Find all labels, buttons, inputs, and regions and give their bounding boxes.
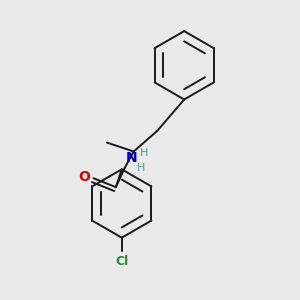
Text: H: H	[136, 164, 145, 173]
Text: O: O	[79, 170, 91, 184]
Text: H: H	[140, 148, 148, 158]
Text: Cl: Cl	[115, 255, 128, 268]
Text: N: N	[126, 152, 138, 166]
